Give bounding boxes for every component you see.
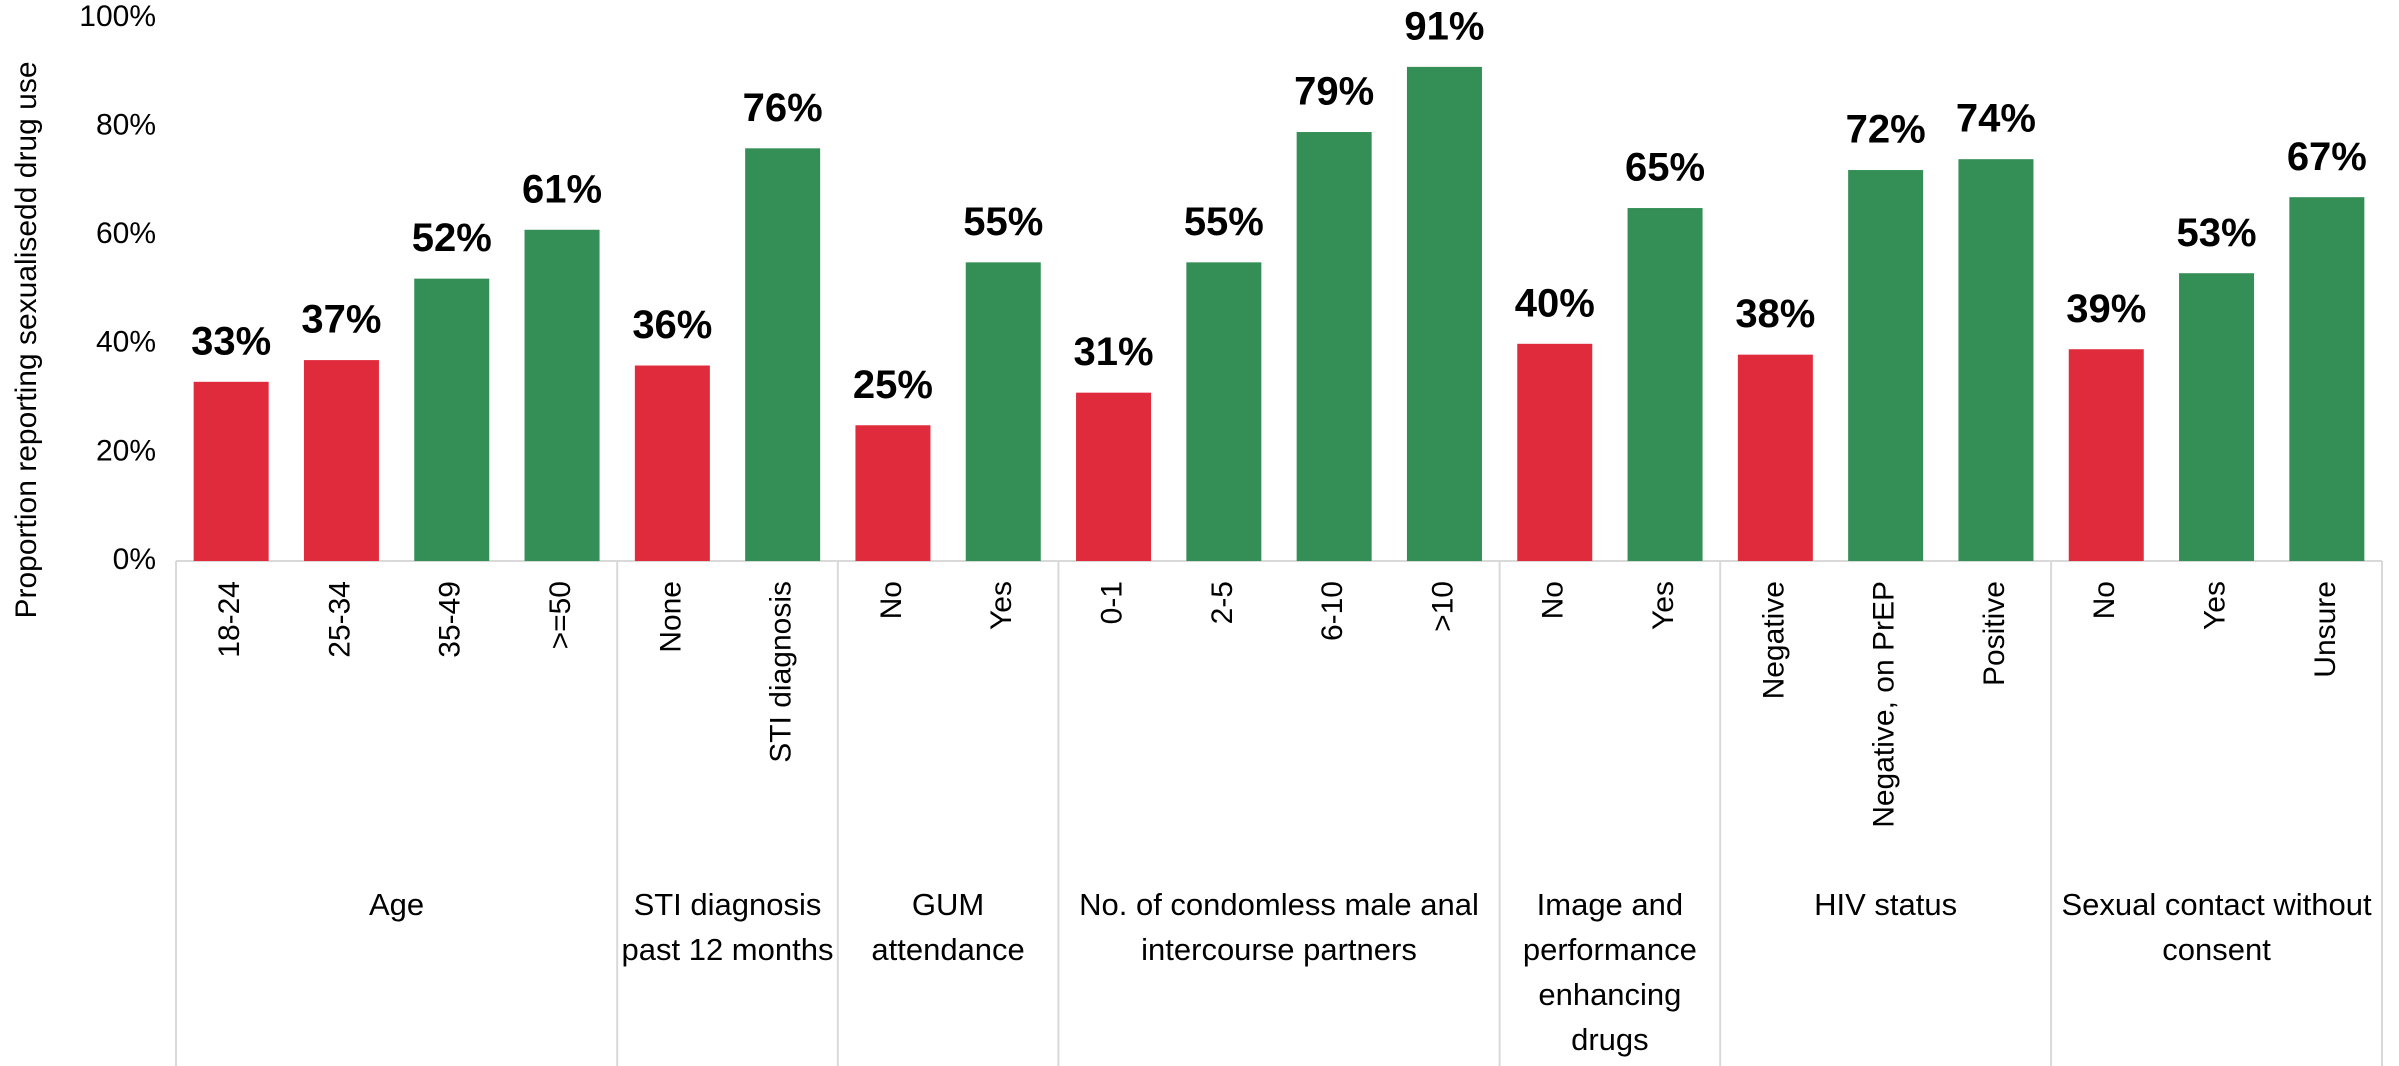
group-label: No. of condomless male anal intercourse … <box>1079 887 1479 967</box>
x-tick-label: Yes <box>985 581 1018 630</box>
group-label: HIV status <box>1814 887 1958 922</box>
y-tick-label: 100% <box>79 0 156 33</box>
data-label: 39% <box>2066 287 2146 331</box>
x-tick-label: Yes <box>1647 581 1680 630</box>
x-tick-label: 0-1 <box>1095 581 1128 624</box>
data-label: 37% <box>301 298 381 342</box>
bar <box>965 262 1041 561</box>
bar <box>1296 132 1372 561</box>
data-label: 61% <box>522 167 602 211</box>
bar <box>1627 208 1703 562</box>
x-tick-label: No <box>875 581 908 619</box>
bar <box>524 229 600 561</box>
bar <box>1076 392 1152 561</box>
y-tick-label: 40% <box>96 326 156 359</box>
data-label: 36% <box>632 303 712 347</box>
group-box: No. of condomless male anal intercourse … <box>1079 887 1479 967</box>
x-tick-label: >=50 <box>544 581 577 649</box>
group-box: Sexual contact without consent <box>2061 887 2372 967</box>
group-box: Age <box>369 887 425 922</box>
x-tick-label: Unsure <box>2309 581 2342 678</box>
bar <box>1848 170 1924 562</box>
group-label: STI diagnosis past 12 months <box>621 887 834 967</box>
x-tick-label: No <box>2088 581 2121 619</box>
x-tick-label: STI diagnosis <box>765 581 798 763</box>
data-label: 53% <box>2177 211 2257 255</box>
bar <box>745 148 821 561</box>
x-tick-label: 35-49 <box>434 581 467 658</box>
x-tick-label: 6-10 <box>1316 581 1349 641</box>
bar <box>1517 343 1593 561</box>
bar <box>2289 197 2365 561</box>
bar <box>1186 262 1262 561</box>
data-label: 67% <box>2287 135 2367 179</box>
bar <box>1737 354 1813 561</box>
bar <box>2068 349 2144 561</box>
x-tick-label: No <box>1537 581 1570 619</box>
y-axis-title: Proportion reporting sexualisedd drug us… <box>10 61 43 618</box>
data-label: 72% <box>1846 108 1926 152</box>
x-tick-label: 2-5 <box>1206 581 1239 624</box>
bar <box>1958 159 2034 561</box>
x-tick-label: None <box>654 581 687 653</box>
x-tick-label: 18-24 <box>213 581 246 658</box>
group-label: Image and performance enhancing drugs <box>1522 887 1697 1057</box>
data-label: 91% <box>1404 4 1484 48</box>
bar <box>414 278 490 561</box>
bar <box>2179 273 2255 561</box>
bar <box>1406 66 1482 562</box>
group-label: GUM attendance <box>871 887 1025 967</box>
group-label: Age <box>369 887 425 922</box>
data-label: 55% <box>963 200 1043 244</box>
x-tick-label: Yes <box>2198 581 2231 630</box>
y-tick-label: 60% <box>96 217 156 250</box>
data-label: 38% <box>1735 292 1815 336</box>
data-label: 79% <box>1294 70 1374 114</box>
bar <box>634 365 710 561</box>
group-box: HIV status <box>1814 887 1958 922</box>
bar <box>193 381 269 561</box>
data-label: 76% <box>743 86 823 130</box>
x-tick-label: Negative <box>1757 581 1790 699</box>
data-label: 52% <box>412 216 492 260</box>
group-box: Image and performance enhancing drugs <box>1522 887 1697 1057</box>
data-label: 65% <box>1625 146 1705 190</box>
x-tick-label: >10 <box>1426 581 1459 632</box>
group-box: GUM attendance <box>871 887 1025 967</box>
x-tick-label: Negative, on PrEP <box>1868 581 1901 828</box>
y-tick-label: 80% <box>96 109 156 142</box>
data-label: 33% <box>191 319 271 363</box>
y-tick-label: 0% <box>113 543 156 576</box>
data-label: 40% <box>1515 281 1595 325</box>
group-label: Sexual contact without consent <box>2061 887 2372 967</box>
bar <box>855 425 931 561</box>
x-tick-label: Positive <box>1978 581 2011 686</box>
data-label: 74% <box>1956 97 2036 141</box>
x-tick-label: 25-34 <box>323 581 356 658</box>
group-box: STI diagnosis past 12 months <box>621 887 834 967</box>
y-tick-label: 20% <box>96 434 156 467</box>
bar <box>303 360 379 561</box>
data-label: 31% <box>1074 330 1154 374</box>
data-label: 55% <box>1184 200 1264 244</box>
data-label: 25% <box>853 363 933 407</box>
